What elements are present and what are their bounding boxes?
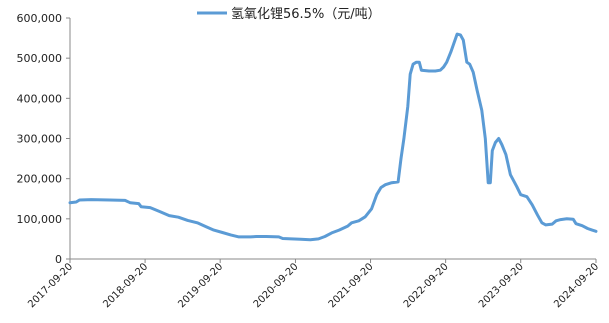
legend-label: 氢氧化锂56.5%（元/吨）	[231, 7, 381, 22]
y-tick-label: 100,000	[17, 213, 63, 226]
x-tick-label: 2019-09-20	[176, 261, 225, 310]
x-tick-label: 2022-09-20	[402, 261, 451, 310]
y-tick-label: 0	[55, 253, 62, 266]
y-axis: 0 100,000 200,000 300,000 400,000 500,000 600,…	[17, 12, 71, 266]
series	[68, 32, 598, 242]
y-tick-label: 300,000	[17, 133, 63, 146]
x-tick-label: 2018-09-20	[101, 261, 150, 310]
legend: 氢氧化锂56.5%（元/吨）	[197, 7, 381, 22]
x-tick-label: 2024-09-20	[552, 261, 601, 310]
x-tick-label: 2021-09-20	[327, 261, 376, 310]
y-tick-label: 400,000	[17, 92, 63, 105]
x-tick-label: 2020-09-20	[252, 261, 301, 310]
y-tick-label: 200,000	[17, 173, 63, 186]
x-axis: 2017-09-20 2018-09-20 2019-09-20 2020-09-20…	[26, 258, 601, 310]
x-tick-label: 2017-09-20	[26, 261, 75, 310]
y-tick-label: 600,000	[17, 12, 63, 25]
series-line	[68, 32, 598, 242]
y-tick-label: 500,000	[17, 52, 63, 65]
x-tick-label: 2023-09-20	[477, 261, 526, 310]
